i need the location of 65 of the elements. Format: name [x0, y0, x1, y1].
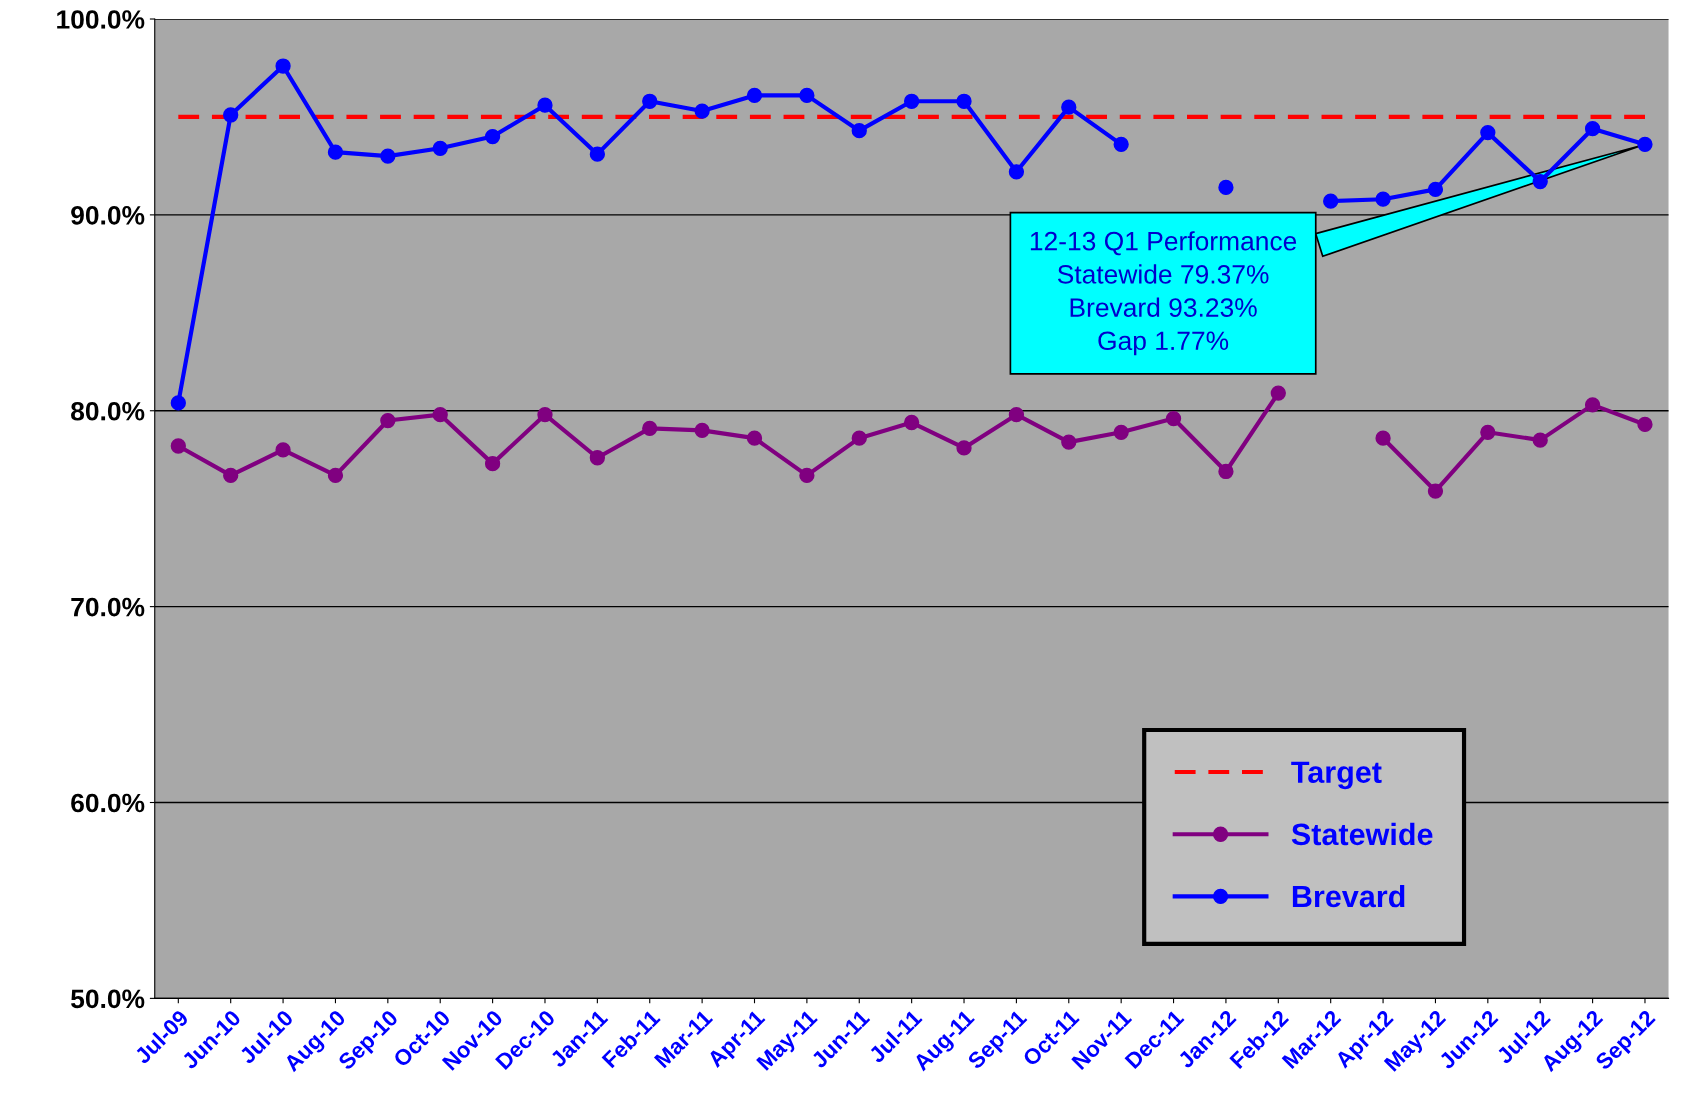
point	[694, 103, 710, 119]
point	[1532, 432, 1548, 448]
point	[642, 93, 658, 109]
point	[1113, 136, 1129, 153]
point	[1584, 121, 1601, 137]
point	[904, 93, 920, 109]
point	[1480, 424, 1496, 440]
annotation: 12-13 Q1 Performance Statewide 79.37% Brevard 93.23% Gap 1.77%	[1030, 231, 1297, 356]
point	[1375, 430, 1391, 446]
point	[1637, 416, 1653, 433]
point	[275, 442, 291, 458]
point	[1218, 179, 1234, 196]
point	[642, 420, 658, 437]
y-tick-label: 70.0%	[71, 597, 145, 617]
y-tick-label: 100.0%	[57, 10, 145, 29]
point	[746, 87, 763, 104]
point	[746, 430, 763, 446]
legend-label: Target	[1291, 761, 1382, 790]
y-tick-label: 50.0%	[71, 989, 145, 1009]
point	[1427, 483, 1444, 499]
point	[327, 467, 344, 484]
legend-label: Brevard	[1292, 884, 1405, 908]
point	[1165, 410, 1182, 427]
point	[1061, 99, 1077, 115]
point	[1637, 136, 1653, 153]
point	[275, 58, 291, 74]
point	[799, 467, 815, 484]
point	[589, 450, 605, 466]
point	[694, 422, 710, 438]
point	[484, 455, 501, 472]
point	[851, 430, 867, 446]
point	[1218, 463, 1234, 480]
point	[1008, 407, 1025, 423]
point	[1532, 173, 1548, 190]
point	[537, 407, 553, 423]
y-tick-label: 80.0%	[71, 401, 145, 421]
point	[327, 144, 344, 160]
point	[1113, 424, 1129, 440]
point	[1427, 181, 1444, 198]
legend-label: Statewide	[1291, 822, 1433, 846]
y-tick-label: 60.0%	[71, 793, 145, 813]
point	[432, 407, 448, 423]
point	[170, 395, 186, 411]
point	[1375, 191, 1391, 207]
point	[380, 148, 396, 164]
point	[904, 414, 920, 431]
point	[1480, 124, 1496, 141]
point	[484, 128, 501, 145]
point	[1584, 397, 1601, 413]
point	[380, 412, 396, 429]
point	[1270, 385, 1286, 401]
point	[223, 467, 239, 484]
point	[170, 438, 186, 454]
point	[1061, 434, 1077, 450]
point	[956, 93, 972, 109]
point	[851, 123, 867, 139]
y-tick-label: 90.0%	[71, 206, 145, 225]
point	[1323, 193, 1339, 209]
point	[589, 146, 605, 162]
point	[537, 97, 553, 113]
point	[799, 87, 815, 104]
point	[223, 107, 239, 123]
point	[956, 440, 972, 456]
point	[432, 140, 448, 156]
point	[1008, 164, 1025, 180]
